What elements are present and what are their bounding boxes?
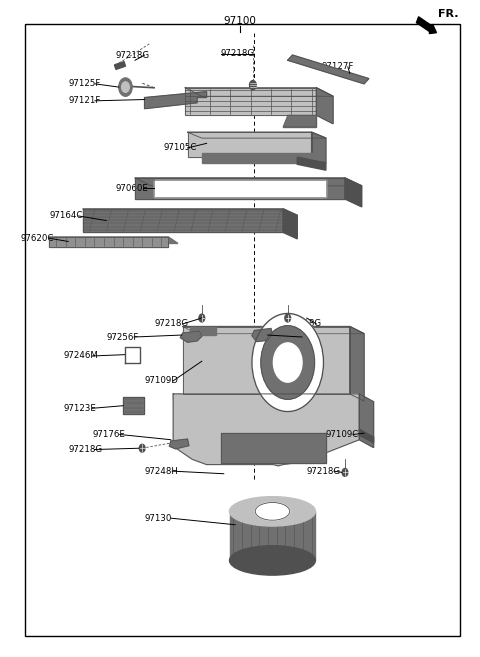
Circle shape [250,81,256,90]
Circle shape [119,78,132,97]
Polygon shape [360,429,373,443]
Polygon shape [185,88,333,97]
Polygon shape [229,511,315,560]
Polygon shape [183,327,364,334]
Circle shape [285,314,290,322]
Text: 97155F: 97155F [274,332,306,342]
Text: 97218G: 97218G [288,319,322,328]
Polygon shape [288,55,369,84]
Polygon shape [173,394,360,401]
Polygon shape [360,394,373,447]
Text: 97121F: 97121F [68,97,101,105]
Polygon shape [190,327,216,335]
Polygon shape [345,178,362,207]
Polygon shape [83,209,283,233]
Circle shape [342,468,348,476]
Polygon shape [350,327,364,401]
Text: FR.: FR. [438,9,458,20]
Polygon shape [180,331,202,342]
Polygon shape [297,157,326,170]
Text: 97100: 97100 [224,16,256,26]
Polygon shape [283,209,297,239]
Polygon shape [202,152,321,163]
Text: 97105C: 97105C [164,143,197,152]
Polygon shape [185,88,316,115]
Polygon shape [115,62,125,70]
Polygon shape [188,132,326,138]
Circle shape [199,314,204,322]
Text: 97164C: 97164C [49,212,83,221]
Polygon shape [221,433,326,463]
Polygon shape [83,209,297,215]
Text: 97248H: 97248H [144,466,179,476]
Text: 97218G: 97218G [116,51,150,60]
Text: 97125F: 97125F [68,79,101,88]
Polygon shape [144,92,206,108]
Text: 97256F: 97256F [107,332,139,342]
Ellipse shape [229,546,315,575]
Polygon shape [283,115,316,127]
Polygon shape [123,397,144,413]
Polygon shape [49,237,178,244]
Polygon shape [312,132,326,163]
Text: 97176E: 97176E [92,430,125,439]
Text: 97218G: 97218G [68,445,102,454]
Polygon shape [135,178,345,199]
Text: 97130: 97130 [144,514,172,523]
Text: 97620C: 97620C [21,234,54,242]
Polygon shape [169,439,189,449]
Text: 97127F: 97127F [321,62,353,72]
Polygon shape [135,178,362,186]
Polygon shape [316,88,333,124]
Polygon shape [173,394,360,466]
Polygon shape [188,132,312,157]
Circle shape [121,82,129,93]
FancyArrow shape [417,17,436,34]
Circle shape [261,326,314,399]
Polygon shape [252,328,273,342]
Text: 97060E: 97060E [116,184,149,193]
Text: 97246M: 97246M [63,351,98,361]
Polygon shape [154,180,326,197]
Text: 97218G: 97218G [307,466,341,476]
Text: 97109C: 97109C [326,430,359,439]
Polygon shape [183,327,350,394]
Circle shape [139,444,145,452]
Text: 97218G: 97218G [154,319,188,328]
Text: 97218G: 97218G [221,49,255,58]
Ellipse shape [255,503,289,520]
Circle shape [274,343,302,382]
Text: 97123E: 97123E [63,404,96,413]
Circle shape [252,313,324,411]
Polygon shape [49,237,168,247]
Ellipse shape [229,497,315,526]
Text: 97109D: 97109D [144,376,179,386]
